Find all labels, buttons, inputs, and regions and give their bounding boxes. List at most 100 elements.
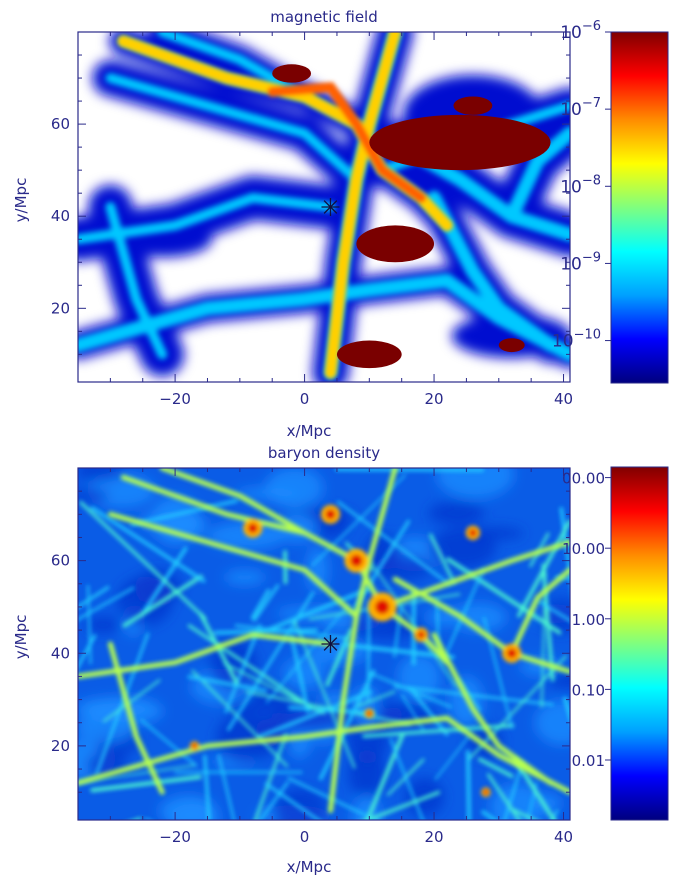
density-filament (90, 506, 206, 583)
density-filament (537, 599, 570, 623)
density-filament (365, 733, 405, 820)
density-filament (139, 546, 188, 618)
density-filament (213, 628, 319, 635)
x-axis-label: x/Mpc (287, 858, 332, 876)
density-filament (336, 500, 451, 586)
density-filament (559, 506, 570, 584)
density-filament (481, 810, 498, 820)
colorbar-tick-label: 0.01 (572, 752, 605, 770)
colorbar-tick-label: 0.10 (572, 681, 605, 699)
density-cell (428, 501, 485, 525)
y-tick-label: 40 (51, 644, 70, 662)
density-filament (328, 468, 398, 814)
density-filament (429, 533, 456, 584)
density-filament (223, 662, 326, 715)
field-filament (504, 126, 570, 224)
density-halo-core (247, 523, 258, 534)
density-filament (289, 634, 310, 714)
colorbar-tick-label: 10−9 (560, 250, 601, 274)
density-filament (187, 675, 268, 693)
colorbar-tick-label: 00.00 (562, 470, 605, 488)
density-filament (95, 632, 150, 776)
density-filament (217, 754, 236, 820)
density-filament (187, 624, 308, 706)
colorbar-tick-label: 1.00 (572, 611, 605, 629)
position-marker (321, 635, 340, 653)
density-filament (357, 690, 396, 708)
field-core-filament (267, 82, 427, 203)
density-filament (293, 618, 356, 769)
density-filament (325, 628, 353, 687)
density-filament (132, 817, 142, 820)
colorbar-tick-label: 10−8 (560, 173, 601, 197)
density-cell (348, 749, 386, 797)
density-cell (306, 546, 329, 593)
density-filament (107, 511, 359, 619)
density-filament (140, 719, 198, 767)
density-main-filaments (78, 468, 570, 814)
colorbar-tick-label: 10−10 (552, 328, 601, 352)
x-tick-label: 0 (300, 390, 310, 408)
density-filament (250, 588, 271, 620)
density-filament (389, 738, 424, 820)
heatmap-image (78, 32, 570, 382)
density-cell (224, 569, 266, 585)
density-cell (311, 512, 350, 539)
density-filament (102, 679, 161, 723)
density-filament (107, 641, 165, 795)
field-filament (105, 202, 168, 360)
density-filament (431, 632, 554, 786)
density-filament (467, 655, 568, 761)
density-filament (264, 782, 321, 820)
density-filament (392, 576, 570, 675)
density-filament (191, 669, 289, 768)
density-halo-core (506, 648, 517, 659)
density-halo-core (192, 743, 197, 749)
density-filament (159, 468, 308, 536)
density-cell (265, 468, 324, 509)
x-tick-label: 20 (425, 390, 444, 408)
field-peak (356, 225, 435, 263)
density-cell (78, 489, 110, 502)
density-cell (436, 468, 515, 499)
field-filament (78, 273, 454, 353)
density-filament (550, 809, 559, 820)
density-filament (287, 776, 379, 820)
field-filament (157, 32, 310, 102)
heatmap-image (78, 468, 570, 820)
y-tick-label: 20 (51, 299, 70, 317)
field-peak (498, 338, 525, 353)
density-filament (259, 781, 289, 820)
density-filament (368, 671, 452, 709)
plot-frame (77, 467, 571, 821)
y-axis-label: y/Mpc (12, 178, 30, 223)
density-filament (563, 696, 570, 722)
x-tick-label: 40 (554, 390, 573, 408)
density-filament (224, 623, 262, 714)
density-halo-core (417, 631, 425, 639)
density-filament (393, 605, 403, 658)
density-filament (408, 686, 449, 736)
x-tick-label: 20 (425, 828, 444, 846)
density-filament (477, 757, 514, 778)
field-peak (336, 340, 402, 369)
density-filament (78, 586, 135, 621)
position-marker (321, 198, 340, 216)
density-cell (78, 697, 152, 718)
density-filament (444, 715, 570, 795)
density-cell (468, 527, 525, 540)
density-filament (250, 586, 372, 639)
density-filament (90, 775, 202, 793)
field-core-filament (324, 32, 402, 379)
field-peak (453, 96, 493, 115)
density-filament (79, 501, 207, 620)
marker-stroke (323, 637, 338, 651)
density-cell (534, 700, 570, 746)
density-filament (130, 499, 238, 527)
density-filament (252, 584, 280, 622)
marker-stroke (323, 200, 338, 214)
plot-frame (77, 31, 571, 383)
x-tick-label: 40 (554, 828, 573, 846)
density-filament (526, 782, 538, 820)
